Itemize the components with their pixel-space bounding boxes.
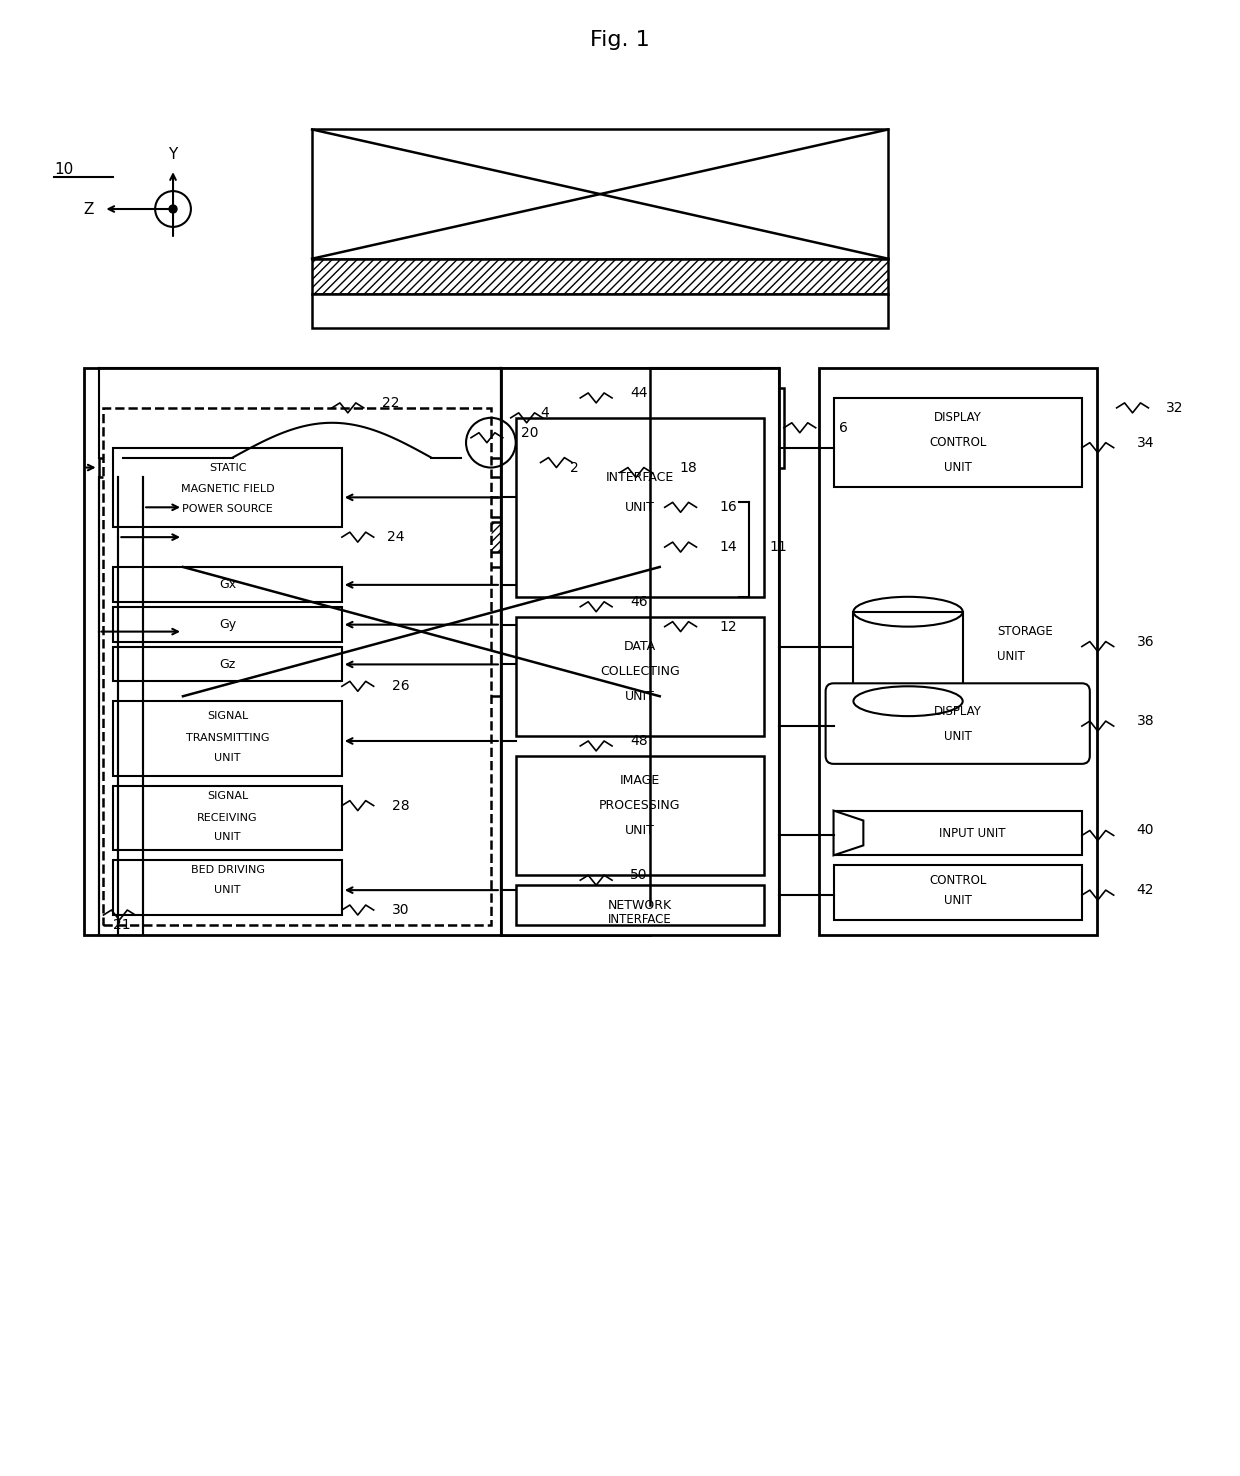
Text: CONTROL: CONTROL [929, 437, 986, 449]
Text: 24: 24 [387, 530, 404, 545]
Text: DISPLAY: DISPLAY [934, 412, 982, 424]
Text: Gz: Gz [219, 658, 236, 672]
Text: UNIT: UNIT [215, 753, 241, 763]
Text: DATA: DATA [624, 641, 656, 652]
Bar [184, 523, 660, 552]
Text: IMAGE: IMAGE [620, 775, 660, 787]
Text: Gy: Gy [219, 618, 236, 632]
Text: CONTROL: CONTROL [929, 874, 986, 887]
Text: 32: 32 [1167, 401, 1184, 415]
Text: UNIT: UNIT [215, 886, 241, 894]
Bar [833, 399, 1081, 487]
Bar [98, 458, 615, 477]
Text: 28: 28 [392, 799, 409, 813]
Bar [818, 368, 1096, 934]
FancyBboxPatch shape [826, 683, 1090, 765]
Bar [312, 130, 888, 258]
Text: TRANSMITTING: TRANSMITTING [186, 734, 269, 742]
Text: 40: 40 [1137, 824, 1154, 837]
Text: 12: 12 [719, 620, 737, 633]
Text: 42: 42 [1137, 883, 1154, 897]
Text: SIGNAL: SIGNAL [207, 711, 248, 722]
Bar [312, 294, 888, 328]
Text: PROCESSING: PROCESSING [599, 799, 681, 812]
Polygon shape [833, 810, 863, 855]
Bar [516, 617, 764, 737]
Text: STORAGE: STORAGE [997, 626, 1053, 638]
Bar [759, 388, 784, 468]
Text: INTERFACE: INTERFACE [608, 914, 672, 927]
Bar [103, 407, 491, 925]
Text: INPUT UNIT: INPUT UNIT [940, 827, 1006, 840]
Text: 46: 46 [630, 595, 647, 608]
Text: POWER SOURCE: POWER SOURCE [182, 505, 273, 514]
Text: 6: 6 [838, 421, 847, 435]
Ellipse shape [853, 686, 962, 716]
Bar [501, 368, 779, 934]
Bar [113, 607, 342, 642]
Bar [516, 886, 764, 925]
Bar [184, 567, 660, 697]
Text: BED DRIVING: BED DRIVING [191, 865, 264, 875]
Bar [312, 258, 888, 294]
Bar [113, 785, 342, 850]
Text: 11: 11 [769, 540, 786, 554]
Polygon shape [833, 810, 1081, 855]
Text: UNIT: UNIT [625, 500, 655, 514]
Text: NETWORK: NETWORK [608, 899, 672, 912]
Bar [113, 567, 342, 602]
Text: DISPLAY: DISPLAY [934, 704, 982, 717]
Text: 22: 22 [382, 396, 399, 410]
Text: UNIT: UNIT [215, 832, 241, 843]
Text: UNIT: UNIT [625, 689, 655, 703]
Text: 50: 50 [630, 868, 647, 883]
Text: 34: 34 [1137, 435, 1154, 450]
Bar [113, 861, 342, 915]
Text: MAGNETIC FIELD: MAGNETIC FIELD [181, 484, 274, 494]
Text: UNIT: UNIT [625, 824, 655, 837]
Text: RECEIVING: RECEIVING [197, 813, 258, 822]
Text: 18: 18 [680, 461, 697, 475]
Bar [516, 418, 764, 596]
Text: Fig. 1: Fig. 1 [590, 30, 650, 50]
Text: 48: 48 [630, 734, 647, 748]
Text: Y: Y [169, 146, 177, 162]
Bar [113, 646, 342, 682]
Text: INTERFACE: INTERFACE [606, 471, 675, 484]
Text: 14: 14 [719, 540, 737, 554]
Text: 38: 38 [1137, 714, 1154, 728]
Bar [83, 368, 650, 934]
Bar [113, 701, 342, 776]
Text: UNIT: UNIT [997, 649, 1025, 663]
Text: UNIT: UNIT [944, 729, 972, 742]
Text: 26: 26 [392, 679, 409, 694]
Bar [184, 497, 660, 517]
Text: SIGNAL: SIGNAL [207, 791, 248, 800]
Text: 16: 16 [719, 500, 737, 514]
Text: COLLECTING: COLLECTING [600, 664, 680, 677]
Text: UNIT: UNIT [944, 893, 972, 906]
Bar [516, 756, 764, 875]
Text: 2: 2 [570, 461, 579, 475]
Text: 36: 36 [1137, 635, 1154, 648]
Bar [833, 865, 1081, 920]
Text: 4: 4 [541, 406, 549, 419]
Text: UNIT: UNIT [944, 461, 972, 474]
Bar [853, 611, 962, 701]
Text: 30: 30 [392, 903, 409, 917]
Text: 44: 44 [630, 385, 647, 400]
Bar [113, 447, 342, 527]
Text: 20: 20 [521, 425, 538, 440]
Text: Z: Z [83, 202, 94, 217]
Bar [372, 422, 471, 447]
Text: 10: 10 [53, 162, 73, 177]
Text: STATIC: STATIC [208, 462, 247, 472]
Text: Gx: Gx [219, 579, 236, 592]
Circle shape [169, 205, 177, 213]
Text: 21: 21 [113, 918, 131, 931]
